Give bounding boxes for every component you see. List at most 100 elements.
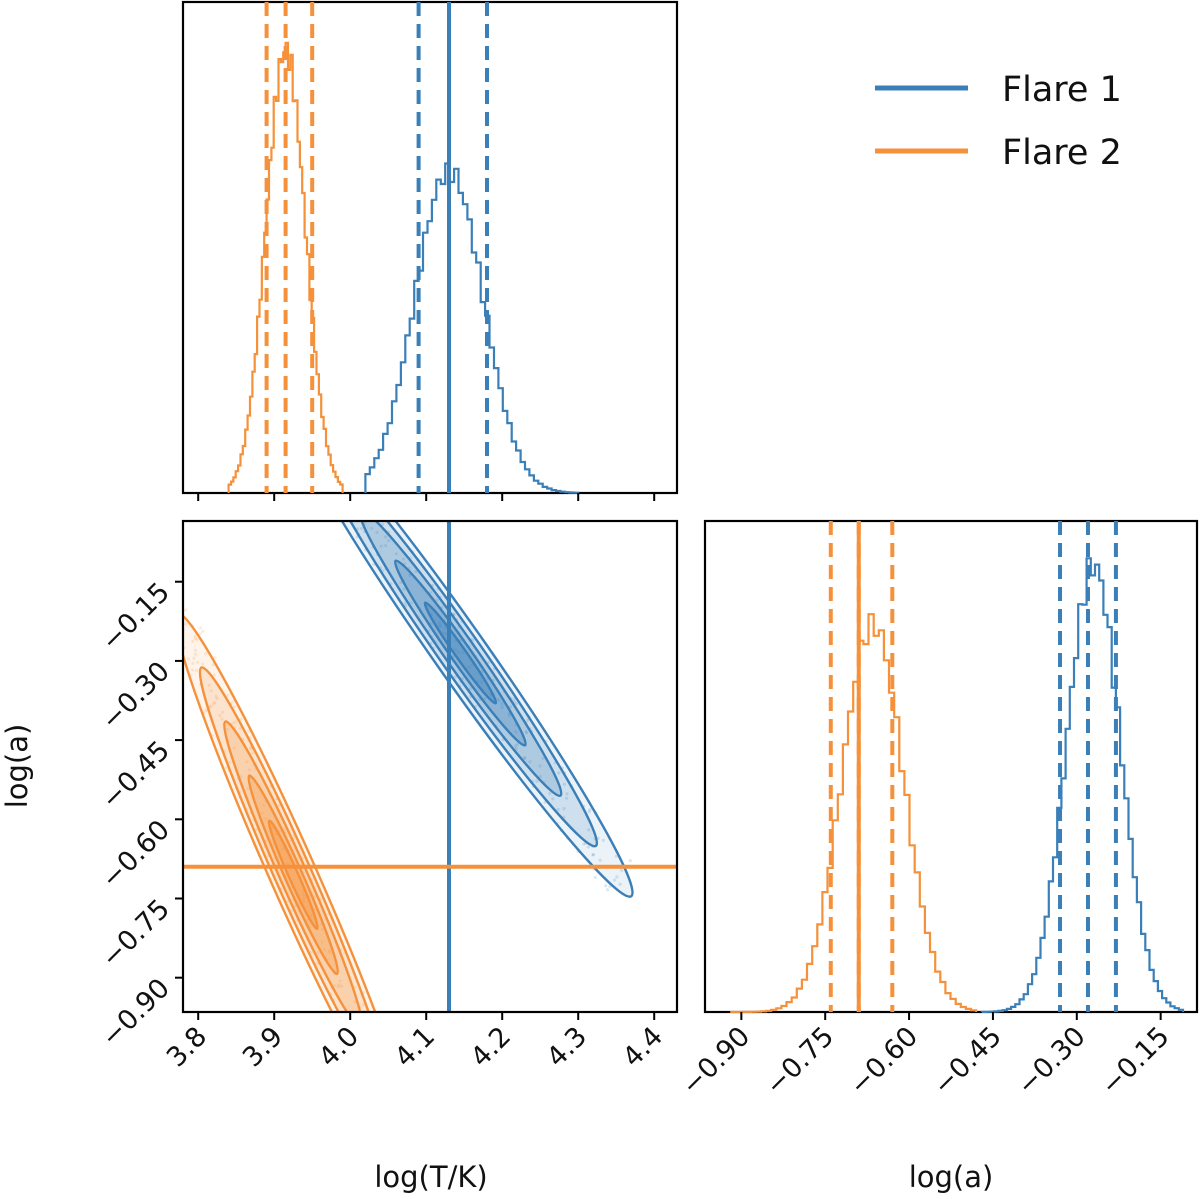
flare1-scatter-point: [565, 796, 569, 800]
flare1-scatter-point: [461, 651, 465, 655]
flare2-scatter-point: [193, 652, 198, 656]
logT-x-tick-label: 4.1: [389, 1021, 441, 1073]
flare2-scatter-point: [184, 622, 188, 626]
flare2-scatter-point: [262, 803, 266, 807]
legend: Flare 1 Flare 2: [875, 70, 1122, 173]
flare1-scatter-point: [361, 478, 364, 481]
flare1-contour-level-2: [322, 521, 599, 848]
flare1-scatter-point: [487, 660, 491, 665]
panel-logT-histogram: [181, 0, 679, 501]
flare1-scatter-point: [298, 422, 301, 425]
flare1-scatter-point: [335, 464, 338, 467]
flare2-scatter-point: [367, 1064, 370, 1067]
flare1-scatter-point: [377, 512, 380, 515]
flare2-scatter-point: [193, 634, 197, 638]
flare2-scatter-point: [338, 979, 342, 983]
loga-x-tick-label: −0.15: [1095, 1021, 1175, 1101]
flare2-scatter-point: [332, 984, 337, 988]
flare2-contour-level-5: [267, 819, 319, 930]
flare1-scatter-point: [613, 878, 617, 882]
flare2-scatter-point: [301, 893, 305, 897]
flare2-scatter-point: [338, 1016, 341, 1019]
flare2-loga-hist: [730, 613, 978, 1014]
flare1-scatter-point: [332, 489, 335, 492]
flare2-scatter-point: [195, 668, 199, 672]
flare2-scatter-point: [378, 1049, 381, 1052]
loga-y-tick-label: −0.90: [96, 973, 176, 1053]
logT-x-tick-label: 4.4: [617, 1021, 669, 1073]
flare1-scatter-point: [453, 648, 457, 652]
loga-x-tick-label: −0.75: [760, 1021, 840, 1101]
flare1-scatter-point: [358, 494, 361, 497]
flare1-scatter-point: [586, 845, 590, 849]
flare1-scatter-point: [615, 875, 619, 879]
flare2-scatter-point: [368, 1054, 371, 1057]
flare2-scatter-point: [407, 1128, 410, 1131]
x-axis-label-logT: log(T/K): [374, 1160, 487, 1194]
flare1-scatter-point: [507, 714, 511, 718]
flare1-scatter-point: [468, 687, 472, 691]
flare2-scatter-point: [191, 639, 195, 643]
flare1-scatter-point: [401, 557, 406, 561]
flare2-scatter-point: [339, 984, 344, 988]
flare1-scatter-point: [316, 476, 319, 479]
flare1-scatter-point: [562, 782, 567, 786]
flare2-scatter-point: [401, 1084, 404, 1087]
panel-2d-posterior: 3.8 3.9 4.0 4.1 4.2 4.3 4.4 −0.15−0.30−0.45−0.6…: [0, 408, 679, 1194]
flare2-scatter-point: [172, 644, 175, 647]
flare1-scatter-point: [381, 522, 385, 527]
flare2-scatter-point: [399, 1089, 402, 1092]
flare2-scatter-point: [220, 717, 224, 721]
flare1-scatter-point: [307, 429, 310, 432]
flare2-scatter-point: [201, 629, 205, 633]
flare1-scatter-point: [394, 552, 398, 556]
flare2-scatter-point: [204, 709, 208, 713]
flare2-scatter-point: [395, 1109, 398, 1112]
posterior-2d-data: [172, 408, 677, 1131]
flare2-scatter-point: [372, 1053, 375, 1056]
flare2-scatter-point: [380, 1051, 383, 1054]
flare1-scatter-point: [329, 442, 332, 445]
flare1-scatter-point: [582, 842, 586, 846]
flare2-scatter-point: [323, 947, 327, 952]
flare1-scatter-point: [538, 774, 543, 779]
flare1-scatter-point: [557, 771, 561, 775]
flare1-scatter-point: [296, 424, 299, 427]
flare2-scatter-point: [320, 927, 324, 931]
flare1-scatter-point: [471, 638, 475, 642]
flare1-scatter-point: [308, 412, 311, 415]
flare1-scatter-point: [524, 730, 528, 734]
flare2-scatter-point: [218, 713, 222, 718]
flare1-scatter-point: [538, 764, 542, 768]
flare2-scatter-point: [410, 1126, 413, 1129]
flare1-scatter-point: [548, 792, 552, 796]
flare1-scatter-point: [304, 423, 307, 426]
flare1-scatter-point: [439, 623, 443, 628]
loga-y-tick-label: −0.60: [96, 814, 176, 894]
flare1-scatter-point: [535, 779, 539, 783]
legend-flare2-label: Flare 2: [1002, 133, 1122, 173]
flare2-scatter-point: [316, 951, 320, 955]
flare1-scatter-point: [522, 756, 527, 760]
flare2-scatter-point: [282, 847, 286, 851]
loga-x-tick-label: −0.45: [927, 1021, 1007, 1101]
flare1-scatter-point: [403, 601, 407, 605]
flare1-scatter-point: [370, 526, 374, 530]
flare2-scatter-point: [215, 697, 219, 701]
loga-y-tick-label: −0.75: [96, 894, 176, 974]
flare1-scatter-point: [409, 601, 413, 605]
flare1-scatter-point: [289, 408, 292, 411]
flare2-scatter-point: [404, 1127, 407, 1130]
flare1-scatter-point: [437, 621, 441, 625]
flare2-scatter-point: [239, 717, 243, 721]
flare1-contour-level-1: [287, 521, 634, 898]
flare2-scatter-point: [179, 647, 182, 650]
flare2-scatter-point: [191, 668, 195, 672]
flare1-scatter-point: [565, 792, 569, 796]
flare2-scatter-point: [391, 1073, 394, 1076]
flare2-scatter-point: [187, 657, 191, 661]
flare2-scatter-point: [228, 760, 232, 765]
flare2-scatter-point: [313, 895, 317, 899]
flare2-scatter-point: [204, 652, 208, 656]
flare1-scatter-point: [414, 569, 418, 574]
